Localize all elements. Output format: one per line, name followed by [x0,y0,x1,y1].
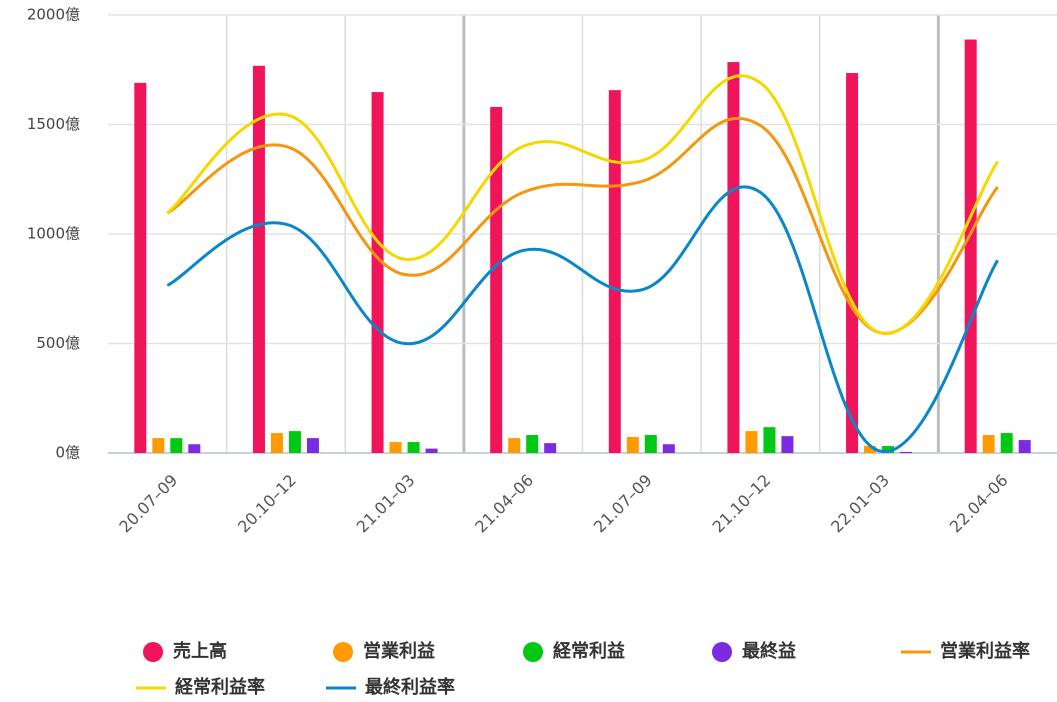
x-tick-label: 21.04–06 [471,471,537,537]
bar [982,435,995,453]
legend-item: 最終益 [712,640,796,662]
legend-item: 営業利益 [333,640,435,662]
bar [882,445,895,453]
bar [644,435,657,453]
bar [252,65,265,454]
bar [425,448,438,453]
bar [727,62,740,454]
bar [288,431,301,453]
bar [371,92,384,453]
y-tick-label: 1000億 [27,225,80,243]
x-tick-label: 20.07–09 [115,471,181,537]
bar [608,90,621,453]
legend-swatch [712,642,732,662]
bar [152,438,165,453]
x-tick-label: 22.04–06 [946,471,1012,537]
legend-label: 売上高 [173,640,227,662]
bar [763,427,776,453]
line [166,185,999,453]
legend-label: 経常利益率 [175,676,265,698]
bar [407,442,420,453]
legend-swatch [523,642,543,662]
bar [134,82,147,453]
bar [1000,433,1013,453]
bar [526,435,539,453]
bar [170,438,183,453]
bar [900,451,913,453]
x-tick-label: 22.01–03 [827,471,893,537]
legend-item: 最終利益率 [326,676,455,698]
legend-label: 最終益 [742,640,796,662]
legend-label: 営業利益率 [940,640,1030,662]
line [166,74,999,336]
legend-label: 最終利益率 [365,676,455,698]
legend-item: 経常利益率 [136,676,265,698]
bar [544,443,557,453]
x-tick-label: 21.10–12 [709,471,775,537]
bar [846,73,859,453]
bar [781,436,794,453]
bar [745,431,758,453]
x-tick-label: 20.10–12 [234,471,300,537]
y-tick-label: 0億 [55,444,80,462]
legend-item: 売上高 [143,640,227,662]
legend-item: 営業利益率 [901,640,1030,662]
bar [864,445,877,453]
y-tick-label: 1500億 [27,115,80,133]
legend-item: 経常利益 [523,640,625,662]
bar [389,442,402,453]
x-tick-label: 21.01–03 [353,471,419,537]
bar [662,444,675,453]
bar [626,437,639,453]
bar [306,438,319,453]
legend-swatch [143,642,163,662]
x-tick-label: 21.07–09 [590,471,656,537]
bar [508,438,521,453]
bar [490,106,503,453]
legend-label: 経常利益 [553,640,625,662]
bar [1018,440,1031,453]
bar [270,433,283,453]
legend-label: 営業利益 [363,640,435,662]
legend-swatch [333,642,353,662]
y-tick-label: 2000億 [27,6,80,24]
bar [964,39,977,453]
bar [188,444,201,453]
y-tick-label: 500億 [36,334,80,352]
